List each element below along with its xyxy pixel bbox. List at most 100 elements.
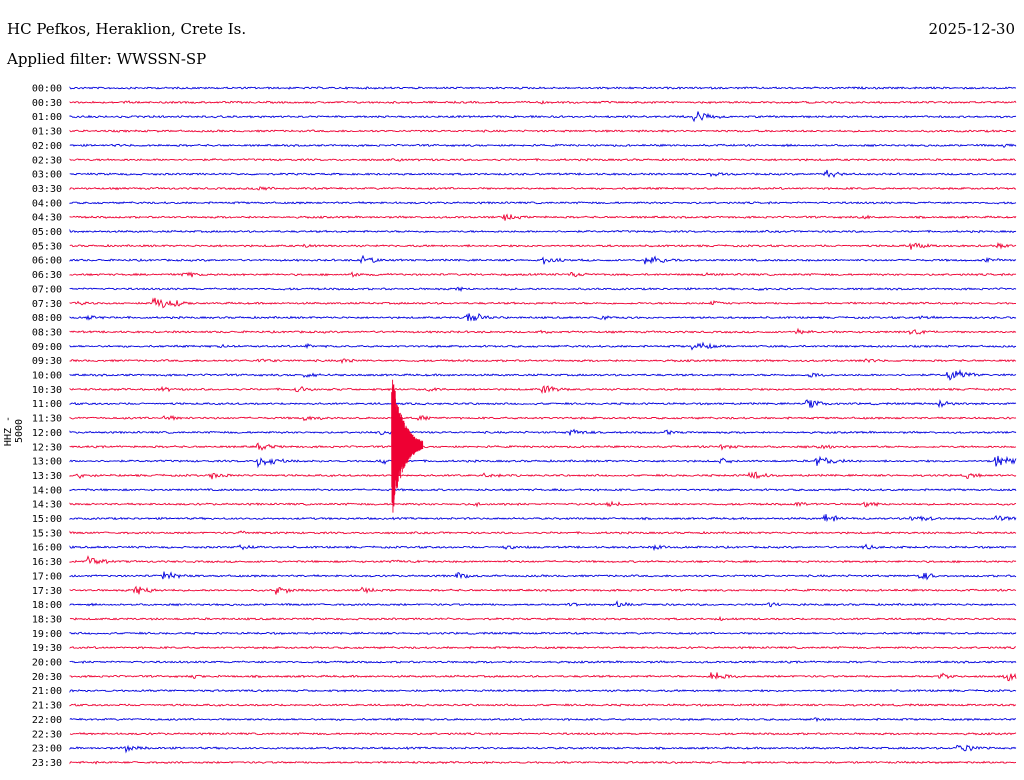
time-tick-label: 18:30 bbox=[32, 614, 62, 625]
time-tick-label: 15:30 bbox=[32, 528, 62, 539]
time-tick-label: 00:00 bbox=[32, 84, 62, 95]
time-tick-label: 03:00 bbox=[32, 170, 62, 181]
time-tick-label: 11:00 bbox=[32, 399, 62, 410]
time-tick-label: 21:30 bbox=[32, 701, 62, 712]
time-tick-label: 22:00 bbox=[32, 715, 62, 726]
trace-2130 bbox=[69, 703, 1017, 707]
trace-0630 bbox=[69, 271, 1017, 278]
station-title: HC Pefkos, Heraklion, Crete Is. bbox=[7, 20, 247, 38]
trace-0430 bbox=[69, 213, 1017, 221]
time-tick-label: 19:00 bbox=[32, 629, 62, 640]
trace-1730 bbox=[69, 585, 1017, 595]
trace-1000 bbox=[69, 369, 1017, 381]
trace-1930 bbox=[69, 645, 1017, 650]
time-tick-label: 08:00 bbox=[32, 313, 62, 324]
time-tick-label: 20:30 bbox=[32, 672, 62, 683]
trace-0530 bbox=[69, 241, 1017, 250]
trace-1630 bbox=[69, 555, 1017, 565]
trace-2230 bbox=[69, 731, 1017, 736]
time-tick-label: 22:30 bbox=[32, 729, 62, 740]
time-tick-label: 09:00 bbox=[32, 342, 62, 353]
trace-1430 bbox=[69, 500, 1017, 508]
trace-0700 bbox=[69, 286, 1017, 293]
trace-0400 bbox=[69, 201, 1017, 205]
time-tick-label: 08:30 bbox=[32, 327, 62, 338]
time-tick-label: 17:30 bbox=[32, 586, 62, 597]
time-tick-label: 02:00 bbox=[32, 141, 62, 152]
time-tick-label: 19:30 bbox=[32, 643, 62, 654]
time-tick-label: 15:00 bbox=[32, 514, 62, 525]
time-tick-label: 23:30 bbox=[32, 758, 62, 769]
time-tick-label: 01:30 bbox=[32, 127, 62, 138]
trace-0930 bbox=[69, 358, 1017, 365]
time-tick-label: 18:00 bbox=[32, 600, 62, 611]
time-tick-label: 06:30 bbox=[32, 270, 62, 281]
time-tick-label: 14:00 bbox=[32, 485, 62, 496]
trace-0130 bbox=[69, 129, 1017, 133]
trace-1200 bbox=[69, 428, 1017, 436]
big-event-waveform bbox=[391, 379, 424, 513]
trace-2300 bbox=[69, 744, 1017, 754]
time-tick-label: 03:30 bbox=[32, 184, 62, 195]
trace-1230 bbox=[69, 442, 1017, 451]
time-tick-label: 06:00 bbox=[32, 256, 62, 267]
time-tick-label: 20:00 bbox=[32, 658, 62, 669]
trace-0600 bbox=[69, 254, 1017, 265]
trace-1100 bbox=[69, 399, 1017, 409]
time-tick-label: 09:30 bbox=[32, 356, 62, 367]
seismic-traces bbox=[69, 86, 1017, 765]
trace-1600 bbox=[69, 543, 1017, 552]
trace-2330 bbox=[69, 760, 1017, 765]
trace-2100 bbox=[69, 688, 1017, 693]
trace-1830 bbox=[69, 615, 1017, 621]
trace-1030 bbox=[69, 385, 1017, 395]
time-tick-label: 14:30 bbox=[32, 500, 62, 511]
time-tick-label: 17:00 bbox=[32, 571, 62, 582]
trace-0100 bbox=[69, 111, 1017, 123]
trace-0300 bbox=[69, 169, 1017, 178]
time-tick-label: 07:00 bbox=[32, 284, 62, 295]
trace-1800 bbox=[69, 600, 1017, 608]
time-tick-label: 00:30 bbox=[32, 98, 62, 109]
trace-0500 bbox=[69, 228, 1017, 234]
trace-1130 bbox=[69, 415, 1017, 422]
trace-0800 bbox=[69, 312, 1017, 322]
large-earthquake-signal bbox=[391, 379, 424, 513]
trace-1330 bbox=[69, 471, 1017, 480]
time-tick-label: 23:00 bbox=[32, 744, 62, 755]
trace-0230 bbox=[69, 157, 1017, 162]
time-tick-label: 10:00 bbox=[32, 371, 62, 382]
trace-1900 bbox=[69, 631, 1017, 636]
time-tick-label: 13:00 bbox=[32, 457, 62, 468]
trace-2030 bbox=[69, 672, 1017, 682]
trace-1400 bbox=[69, 487, 1017, 492]
time-tick-label: 10:30 bbox=[32, 385, 62, 396]
trace-2200 bbox=[69, 717, 1017, 723]
time-tick-label: 12:00 bbox=[32, 428, 62, 439]
trace-1300 bbox=[69, 455, 1017, 469]
time-tick-labels: 00:00 00:30 01:00 01:30 02:00 02:30 03:00 03:30… bbox=[32, 84, 62, 769]
plot-date: 2025-12-30 bbox=[928, 20, 1015, 38]
time-tick-label: 07:30 bbox=[32, 299, 62, 310]
trace-0000 bbox=[69, 86, 1017, 90]
trace-0830 bbox=[69, 327, 1017, 336]
trace-0200 bbox=[69, 143, 1017, 148]
trace-0330 bbox=[69, 186, 1016, 191]
time-tick-label: 11:30 bbox=[32, 414, 62, 425]
time-tick-label: 16:00 bbox=[32, 543, 62, 554]
trace-1530 bbox=[69, 530, 1017, 535]
time-tick-label: 01:00 bbox=[32, 112, 62, 123]
trace-1700 bbox=[69, 571, 1017, 581]
time-tick-label: 21:00 bbox=[32, 686, 62, 697]
time-tick-label: 04:30 bbox=[32, 213, 62, 224]
filter-label: Applied filter: WWSSN-SP bbox=[7, 50, 207, 68]
time-tick-label: 04:00 bbox=[32, 198, 62, 209]
time-tick-label: 05:00 bbox=[32, 227, 62, 238]
trace-0030 bbox=[69, 100, 1017, 105]
time-tick-label: 12:30 bbox=[32, 442, 62, 453]
trace-2000 bbox=[69, 660, 1017, 664]
trace-0730 bbox=[69, 297, 1017, 309]
time-tick-label: 13:30 bbox=[32, 471, 62, 482]
time-tick-label: 16:30 bbox=[32, 557, 62, 568]
